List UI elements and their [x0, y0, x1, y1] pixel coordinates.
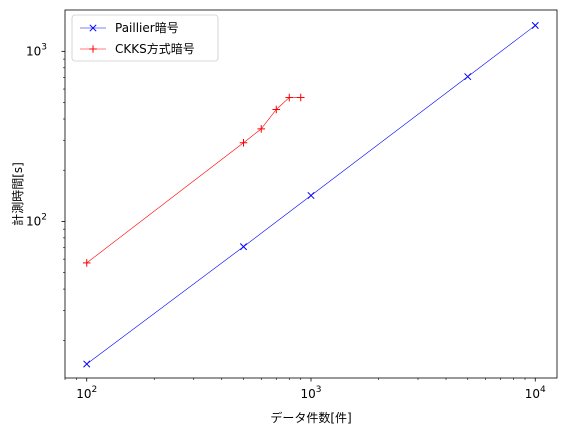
data-point [82, 259, 91, 267]
x-tick-label: 103 [300, 385, 321, 401]
x-axis: 102 103 104 [64, 378, 546, 401]
y-tick-base: 10 [26, 214, 41, 228]
data-point [239, 243, 248, 251]
legend-item: CKKS方式暗号 [80, 41, 195, 56]
x-tick-base: 10 [525, 387, 540, 401]
y-tick-exp: 2 [41, 212, 47, 222]
y-axis-title: 計測時間[s] [10, 162, 25, 226]
data-point [83, 360, 91, 368]
y-tick-label: 102 [26, 212, 47, 228]
x-tick-exp: 2 [92, 385, 98, 395]
y-tick-base: 10 [26, 44, 41, 58]
x-tick-base: 10 [76, 387, 91, 401]
data-point [239, 138, 248, 147]
legend-label: Paillier暗号 [115, 20, 179, 35]
series-paillier [83, 21, 539, 368]
legend-marker [89, 45, 97, 53]
x-tick-exp: 4 [540, 385, 546, 395]
y-tick-label: 103 [26, 42, 47, 58]
data-point [285, 93, 294, 102]
data-point [464, 73, 472, 81]
x-axis-title: データ件数[件] [270, 410, 351, 425]
x-tick-label: 104 [525, 385, 546, 401]
data-point [257, 125, 266, 133]
series-line [86, 97, 301, 264]
legend-marker [89, 24, 97, 32]
x-tick-label: 102 [76, 385, 97, 401]
legend-label: CKKS方式暗号 [115, 41, 195, 56]
data-point [307, 191, 315, 200]
legend-box [71, 14, 219, 62]
legend: Paillier暗号 CKKS方式暗号 [71, 14, 219, 62]
x-tick-base: 10 [300, 387, 315, 401]
series-layer [82, 21, 539, 368]
data-point [296, 93, 305, 102]
data-point [531, 21, 539, 29]
y-tick-exp: 3 [41, 42, 47, 52]
series-ckks [82, 93, 305, 267]
x-tick-exp: 3 [316, 385, 322, 395]
data-point [272, 105, 281, 114]
legend-item: Paillier暗号 [80, 20, 179, 35]
